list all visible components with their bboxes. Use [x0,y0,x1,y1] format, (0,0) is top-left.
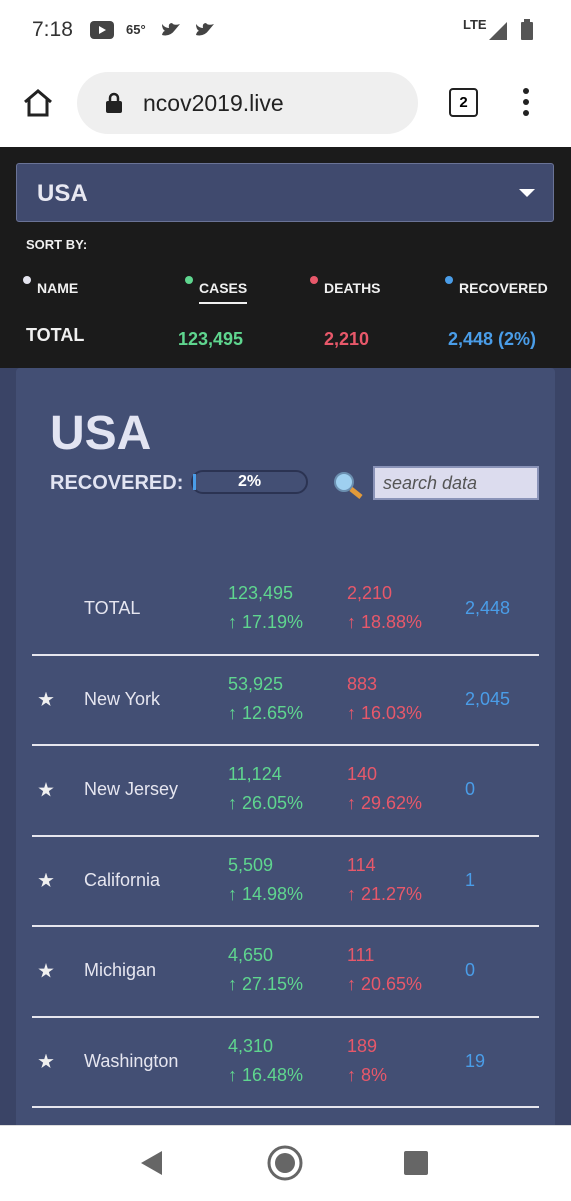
row-recovered: 0 [465,960,476,980]
row-deaths-change: ↑ 29.62% [347,793,423,813]
star-icon [38,963,54,978]
recovered-percent: 2% [237,473,262,490]
lock-icon [106,92,122,113]
recents-button[interactable] [404,1151,428,1175]
row-cases: 4,650 [228,945,274,965]
star-icon [38,872,54,888]
row-recovered: 2,045 [465,688,511,709]
url-bar[interactable]: ncov2019.live [77,72,418,134]
back-button[interactable] [140,1150,164,1176]
sort-label: SORT BY: [26,237,88,252]
row-name: New York [84,688,161,709]
time: 7:18 [32,18,73,41]
row-deaths-change: ↑ 18.88% [347,612,423,632]
row-cases: 123,495 [228,583,294,603]
row-name: TOTAL [84,598,141,618]
search-input[interactable]: search data [373,466,539,500]
row-deaths: 140 [347,764,378,784]
network-type: LTE [463,17,487,32]
row-separator [32,925,539,927]
row-deaths: 189 [347,1035,378,1056]
sort-option[interactable]: NAME [23,276,78,296]
tab-count[interactable]: 2 [449,88,478,117]
sort-option[interactable]: CASES [185,276,248,304]
star-icon [38,691,54,707]
row-separator [32,1106,539,1108]
home-button[interactable] [22,88,54,118]
twitter-icons [162,23,214,36]
sort-option[interactable]: DEATHS [310,276,381,296]
row-deaths: 114 [347,854,376,875]
sort-dot [23,276,31,284]
recovered-progress: 2% [191,470,308,494]
row-deaths: 111 [347,945,375,965]
sort-dot [185,276,193,284]
row-recovered: 2,448 [465,598,511,618]
row-separator [32,744,539,746]
row-deaths: 2,210 [347,583,393,603]
menu-button[interactable] [520,87,532,119]
card-title: USA [50,407,152,460]
status-bar: 7:18 65° LTE [0,0,571,60]
header: USA SORT BY: NAME CASES DEATHS RECOVERED TO… [0,147,571,368]
country: USA [37,180,88,207]
home-nav-button[interactable] [267,1145,303,1181]
nav-bar [0,1125,571,1201]
row-cases-change: ↑ 12.65% [228,702,304,723]
star-icon [38,1053,54,1069]
row-separator [32,653,539,656]
row-cases-change: ↑ 16.48% [228,1064,304,1085]
row-cases: 4,310 [228,1035,274,1056]
row-deaths-change: ↑ 16.03% [347,702,423,723]
total-cases: 123,495 [178,329,244,349]
search-icon [334,472,363,499]
dropdown-arrow [519,189,535,197]
sort-dot [310,276,318,284]
url: ncov2019.live [143,90,284,116]
row-name: California [84,869,161,890]
row-deaths-change: ↑ 8% [347,1064,388,1085]
progress-fill [193,474,196,490]
country-dropdown[interactable]: USA [16,163,554,222]
signal-battery [489,19,533,40]
row-cases-change: ↑ 27.15% [228,974,304,994]
row-cases: 11,124 [228,764,282,784]
youtube-icon [90,21,114,39]
country-card: USA RECOVERED: 2% search data TOTAL 123,4… [16,368,555,1168]
total-recovered: 2,448 (2%) [448,329,537,349]
total-label: TOTAL [26,325,85,345]
browser-bar: ncov2019.live 2 [0,60,571,147]
row-cases: 53,925 [228,673,284,694]
row-separator [32,1015,539,1018]
row-deaths-change: ↑ 21.27% [347,883,423,904]
row-name: Washington [84,1050,179,1071]
row-cases-change: ↑ 17.19% [228,612,304,632]
row-deaths: 883 [347,673,378,694]
sort-dot [445,276,453,284]
row-cases: 5,509 [228,854,274,875]
row-recovered: 1 [465,869,476,890]
row-name: Michigan [84,960,157,980]
temperature: 65° [126,22,146,37]
row-deaths-change: ↑ 20.65% [347,974,423,994]
sort-option[interactable]: RECOVERED [445,276,548,296]
row-recovered: 0 [465,779,476,799]
star-icon [38,782,54,797]
total-deaths: 2,210 [324,329,370,349]
row-cases-change: ↑ 14.98% [228,883,304,904]
row-separator [32,834,539,837]
row-cases-change: ↑ 26.05% [228,793,304,813]
row-name: New Jersey [84,779,179,799]
row-recovered: 19 [465,1050,486,1071]
recovered-label: RECOVERED: [50,472,184,494]
